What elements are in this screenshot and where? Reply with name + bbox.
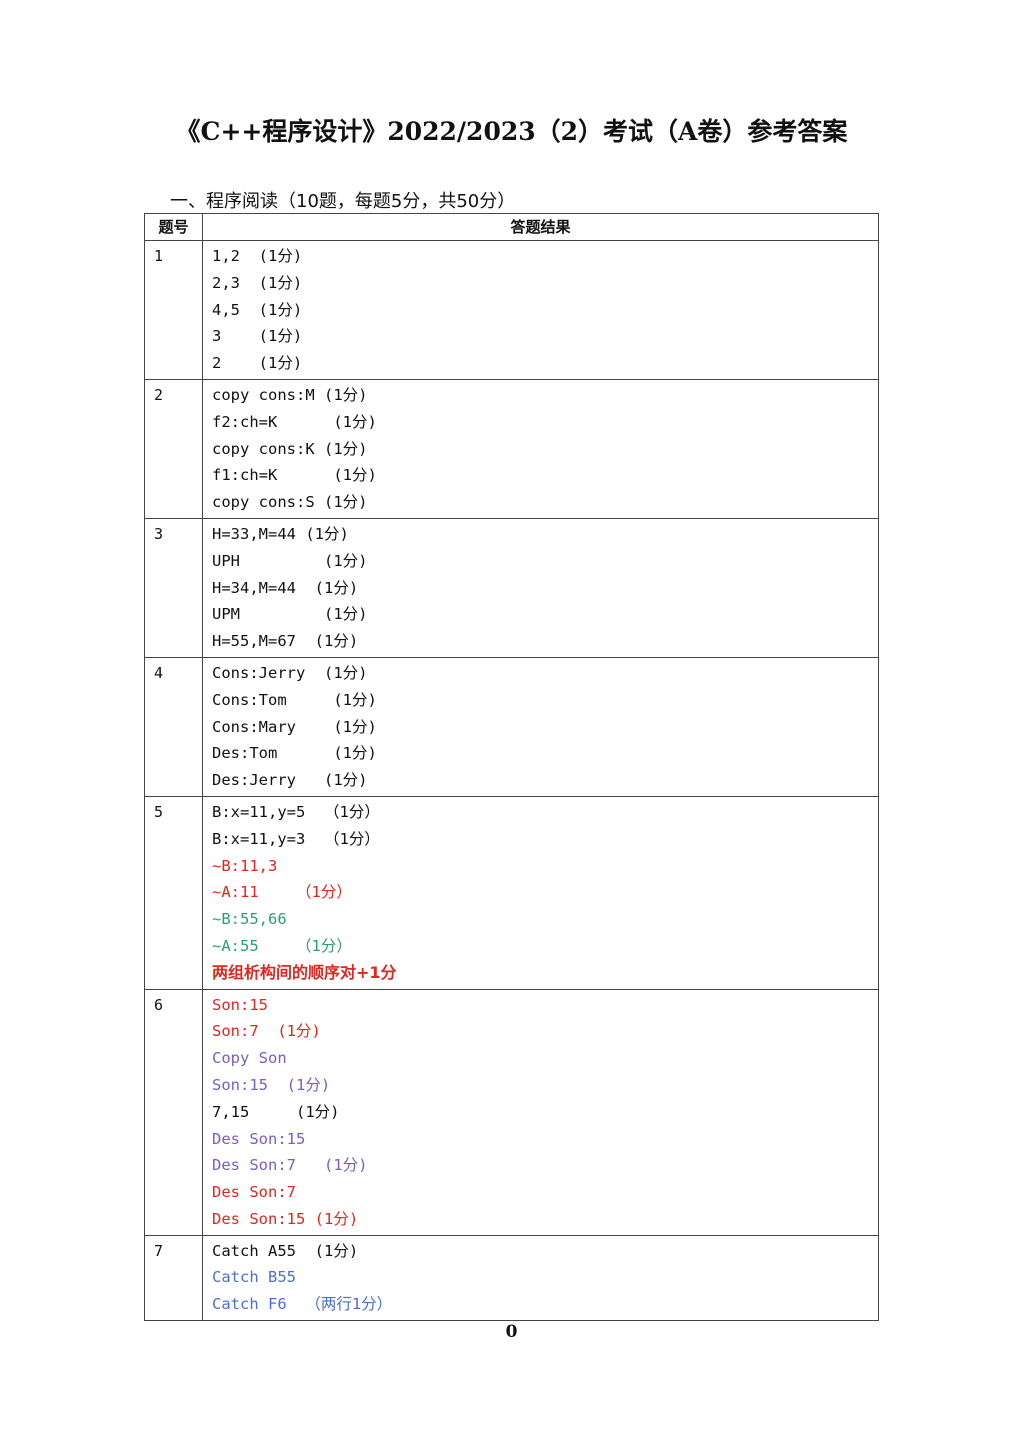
- answer-line: Des Son:7 (1分): [212, 1156, 368, 1175]
- section-heading: 一、程序阅读（10题，每题5分，共50分）: [170, 191, 516, 212]
- answer-line: Des Son:15: [212, 1129, 306, 1148]
- answer-line: 4,5 (1分): [212, 300, 303, 319]
- question-number: 5: [144, 795, 203, 990]
- answer-line: Cons:Tom (1分): [212, 690, 377, 709]
- answer-cell: Son:15 Son:7 (1分) Copy Son Son:15 (1分) 7,15 …: [202, 988, 879, 1236]
- answer-line: ~A:11 （1分）: [212, 883, 352, 902]
- header-number: 题号: [144, 213, 203, 241]
- answer-line: Copy Son: [212, 1049, 287, 1068]
- answer-cell: Catch A55 (1分) Catch B55 Catch F6 （两行1分）: [202, 1234, 879, 1322]
- answer-line: B:x=11,y=5 （1分）: [212, 802, 380, 821]
- answer-line: Catch B55: [212, 1268, 296, 1287]
- answer-line: H=34,M=44 (1分): [212, 578, 359, 597]
- scoring-note: 两组析构间的顺序对+1分: [212, 962, 397, 982]
- question-number: 1: [144, 240, 203, 380]
- answer-line: UPM (1分): [212, 605, 368, 624]
- answer-line: Catch A55 (1分): [212, 1241, 359, 1260]
- answer-line: Son:7 (1分): [212, 1022, 321, 1041]
- answer-line: B:x=11,y=3 （1分）: [212, 829, 380, 848]
- answer-line: Des Son:7: [212, 1183, 296, 1202]
- answer-line: UPH (1分): [212, 551, 368, 570]
- answer-line: Des:Tom (1分): [212, 744, 377, 763]
- question-number: 3: [144, 517, 203, 658]
- header-result: 答题结果: [202, 213, 879, 241]
- answer-line: copy cons:S (1分): [212, 493, 368, 512]
- answer-line: Cons:Mary (1分): [212, 717, 377, 736]
- answer-line: 7,15 (1分): [212, 1102, 340, 1121]
- table-row: 6 Son:15 Son:7 (1分) Copy Son Son:15 (1分) 7,15…: [144, 988, 879, 1236]
- table-row: 1 1,2 (1分) 2,3 (1分) 4,5 (1分) 3 (1分) 2 (1分): [144, 240, 879, 380]
- answer-line: Cons:Jerry (1分): [212, 663, 368, 682]
- answer-line: f2:ch=K (1分): [212, 412, 377, 431]
- answer-line: f1:ch=K (1分): [212, 466, 377, 485]
- answer-line: Son:15 (1分): [212, 1075, 331, 1094]
- answer-line: ~B:55,66: [212, 910, 287, 929]
- table-row: 2 copy cons:M (1分) f2:ch=K (1分) copy cons:K…: [144, 378, 879, 519]
- answer-cell: copy cons:M (1分) f2:ch=K (1分) copy cons:K …: [202, 378, 879, 519]
- answer-cell: 1,2 (1分) 2,3 (1分) 4,5 (1分) 3 (1分) 2 (1分): [202, 240, 879, 380]
- table-row: 7 Catch A55 (1分) Catch B55 Catch F6 （两行1分）: [144, 1234, 879, 1322]
- answer-cell: H=33,M=44 (1分) UPH (1分) H=34,M=44 (1分) UPM …: [202, 517, 879, 658]
- answer-cell: B:x=11,y=5 （1分） B:x=11,y=3 （1分） ~B:11,3 ~A:…: [202, 795, 879, 990]
- answer-line: 2 (1分): [212, 354, 303, 373]
- answer-table: 题号 答题结果 1 1,2 (1分) 2,3 (1分) 4,5 (1分) 3 (1分) 2…: [144, 213, 879, 1322]
- question-number: 7: [144, 1234, 203, 1322]
- table-row: 5 B:x=11,y=5 （1分） B:x=11,y=3 （1分） ~B:11,3 ~A…: [144, 795, 879, 990]
- table-row: 4 Cons:Jerry (1分) Cons:Tom (1分) Cons:Mary (…: [144, 656, 879, 797]
- question-number: 2: [144, 378, 203, 519]
- answer-line: 3 (1分): [212, 327, 303, 346]
- table-header-row: 题号 答题结果: [144, 213, 879, 241]
- answer-line: H=33,M=44 (1分): [212, 524, 349, 543]
- answer-line: ~A:55 （1分）: [212, 936, 352, 955]
- table-row: 3 H=33,M=44 (1分) UPH (1分) H=34,M=44 (1分) UPM…: [144, 517, 879, 658]
- question-number: 6: [144, 988, 203, 1236]
- answer-line: Son:15: [212, 995, 268, 1014]
- answer-line: Des:Jerry (1分): [212, 771, 368, 790]
- answer-line: copy cons:M (1分): [212, 385, 368, 404]
- answer-line: Catch F6 （两行1分）: [212, 1295, 393, 1314]
- answer-line: ~B:11,3: [212, 856, 278, 875]
- document-title: 《C++程序设计》2022/2023（2）考试（A卷）参考答案: [175, 117, 848, 146]
- answer-line: copy cons:K (1分): [212, 439, 368, 458]
- question-number: 4: [144, 656, 203, 797]
- answer-line: 1,2 (1分): [212, 247, 303, 265]
- answer-line: H=55,M=67 (1分): [212, 632, 359, 651]
- answer-cell: Cons:Jerry (1分) Cons:Tom (1分) Cons:Mary (1…: [202, 656, 879, 797]
- answer-line: Des Son:15 (1分): [212, 1209, 359, 1228]
- page-number: 0: [505, 1322, 518, 1342]
- answer-line: 2,3 (1分): [212, 273, 303, 292]
